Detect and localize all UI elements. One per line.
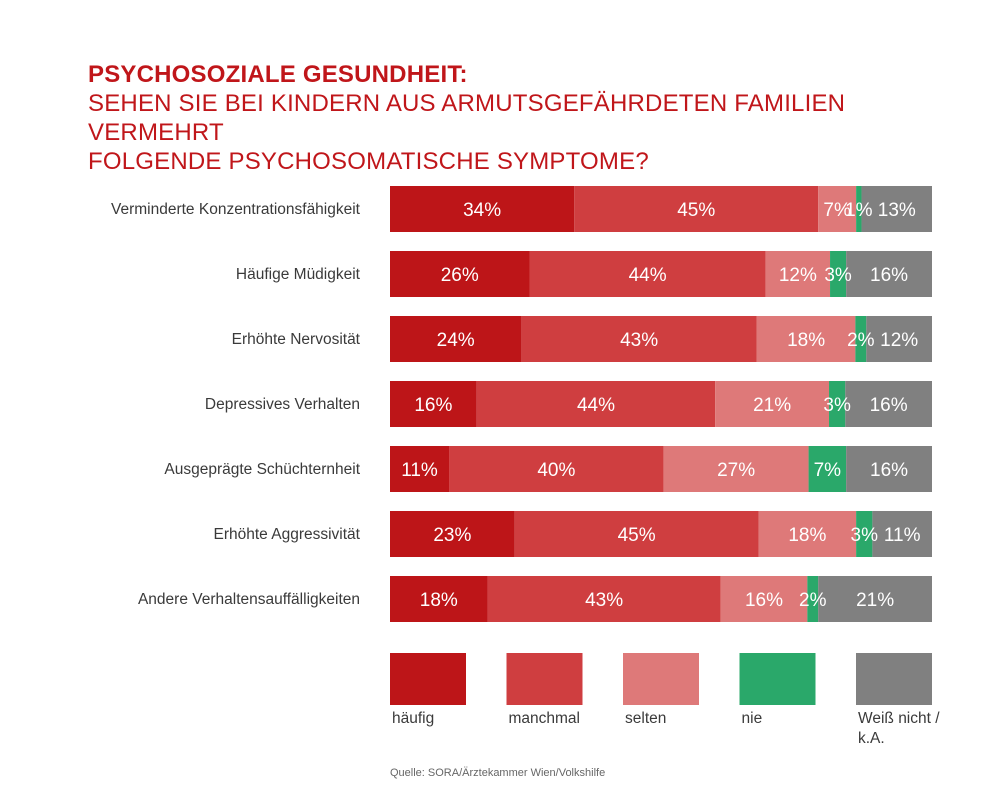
data-label: 44%: [629, 265, 667, 286]
data-label: 2%: [847, 330, 875, 351]
category-label: Erhöhte Nervosität: [232, 331, 361, 348]
bar-segment-manchmal: [476, 381, 716, 427]
data-label: 45%: [618, 525, 656, 546]
bar-segment-h-ufig: [390, 186, 575, 232]
category-label: Häufige Müdigkeit: [236, 266, 361, 283]
data-label: 16%: [870, 395, 908, 416]
subtitle-line-1: SEHEN SIE BEI KINDERN AUS ARMUTSGEFÄHRDE…: [88, 90, 846, 146]
data-label: 27%: [717, 460, 755, 481]
bar-segment-nie: [856, 186, 862, 232]
bar-segment-wei-nicht-k-a-: [866, 316, 932, 362]
chart-title: PSYCHOSOZIALE GESUNDHEIT: SEHEN SIE BEI …: [88, 60, 968, 176]
data-label: 7%: [814, 460, 842, 481]
legend-label: Weiß nicht /: [858, 710, 940, 727]
bar-segment-manchmal: [529, 251, 766, 297]
data-label: 11%: [401, 460, 438, 481]
bar-segment-manchmal: [574, 186, 819, 232]
legend-swatch: [506, 653, 583, 705]
legend-label: nie: [742, 710, 763, 727]
data-label: 11%: [884, 525, 921, 546]
source-note: Quelle: SORA/Ärztekammer Wien/Volkshilfe: [390, 767, 606, 779]
legend-label: manchmal: [509, 710, 581, 727]
legend-swatch: [623, 653, 699, 705]
legend-label: k.A.: [858, 730, 885, 747]
bar-segment-selten: [715, 381, 830, 427]
category-label: Verminderte Konzentrationsfähigkeit: [111, 201, 361, 218]
legend-label: häufig: [392, 710, 434, 727]
data-label: 26%: [441, 265, 479, 286]
data-label: 3%: [824, 265, 852, 286]
bar-segment-h-ufig: [390, 381, 477, 427]
legend-swatch: [739, 653, 816, 705]
data-label: 12%: [779, 265, 817, 286]
bar-segment-wei-nicht-k-a-: [818, 576, 932, 622]
data-label: 16%: [870, 265, 908, 286]
data-label: 40%: [537, 460, 575, 481]
data-label: 18%: [787, 330, 825, 351]
data-label: 24%: [437, 330, 475, 351]
bar-segment-h-ufig: [390, 511, 515, 557]
data-label: 43%: [620, 330, 658, 351]
data-label: 34%: [463, 200, 501, 221]
data-label: 3%: [851, 525, 879, 546]
bar-segment-nie: [856, 511, 873, 557]
bar-segment-selten: [663, 446, 809, 492]
bar-segment-selten: [758, 511, 857, 557]
bar-segment-h-ufig: [390, 576, 488, 622]
bar-segment-selten: [756, 316, 856, 362]
bar-segment-manchmal: [521, 316, 757, 362]
data-label: 2%: [799, 590, 827, 611]
subtitle-line-2: FOLGENDE PSYCHOSOMATISCHE SYMPTOME?: [88, 148, 649, 175]
legend-swatch: [856, 653, 932, 705]
bar-segment-selten: [818, 186, 857, 232]
bar-segment-wei-nicht-k-a-: [845, 381, 932, 427]
bar-segment-selten: [765, 251, 831, 297]
bar-segment-nie: [830, 251, 847, 297]
category-label: Andere Verhaltensauffälligkeiten: [138, 591, 360, 608]
bar-segment-manchmal: [487, 576, 721, 622]
legend-label: selten: [625, 710, 666, 727]
data-label: 3%: [823, 395, 851, 416]
bars-group: 34% 45% 7%1% 13%26% 44% 12% 3% 16%24% 43% 18% 2% 12…: [390, 186, 932, 622]
data-label: 44%: [577, 395, 615, 416]
data-label: 43%: [585, 590, 623, 611]
data-label: 21%: [856, 590, 894, 611]
data-label: 16%: [414, 395, 452, 416]
data-label: 21%: [753, 395, 791, 416]
legend: häufig manchmal selten nie Weiß nicht / k.A.: [390, 653, 940, 747]
bar-segment-nie: [829, 381, 846, 427]
data-label: 18%: [420, 590, 458, 611]
bar-segment-nie: [808, 446, 847, 492]
data-label: 16%: [745, 590, 783, 611]
data-label: 7%: [823, 200, 851, 221]
data-label: 1%: [845, 200, 873, 221]
bar-segment-h-ufig: [390, 251, 530, 297]
bar-segment-wei-nicht-k-a-: [872, 511, 932, 557]
data-label: 12%: [880, 330, 918, 351]
bar-segment-nie: [855, 316, 867, 362]
data-label: 16%: [870, 460, 908, 481]
data-label: 45%: [677, 200, 715, 221]
bar-segment-selten: [720, 576, 808, 622]
bar-segment-h-ufig: [390, 316, 522, 362]
legend-swatch: [390, 653, 466, 705]
bar-segment-nie: [807, 576, 819, 622]
bar-segment-wei-nicht-k-a-: [846, 251, 932, 297]
bar-segment-wei-nicht-k-a-: [846, 446, 932, 492]
category-label: Erhöhte Aggressivität: [214, 526, 361, 543]
bar-segment-h-ufig: [390, 446, 450, 492]
title-heading: PSYCHOSOZIALE GESUNDHEIT:: [88, 61, 468, 88]
bar-segment-wei-nicht-k-a-: [861, 186, 932, 232]
data-label: 18%: [788, 525, 826, 546]
bar-segment-manchmal: [514, 511, 759, 557]
category-label: Ausgeprägte Schüchternheit: [164, 461, 360, 478]
data-label: 13%: [878, 200, 916, 221]
category-labels: Verminderte Konzentrationsfähigkeit Häufi…: [111, 201, 361, 608]
data-label: 23%: [433, 525, 471, 546]
bar-segment-manchmal: [449, 446, 664, 492]
category-label: Depressives Verhalten: [205, 396, 360, 413]
